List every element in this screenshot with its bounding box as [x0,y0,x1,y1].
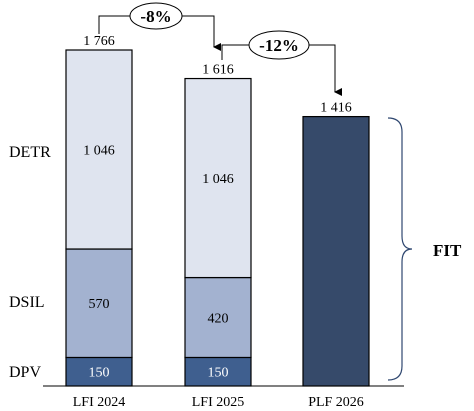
segment-value-dsil-1: 570 [89,297,110,312]
category-label-2: LFI 2025 [192,395,245,410]
bar-segment-fit-3 [302,115,370,387]
change-ellipse-1 [129,2,183,30]
segment-value-detr-2: 1 046 [202,172,234,187]
bar-total-2: 1 616 [202,63,234,78]
fit-brace [387,117,413,381]
change-label-1: -8% [140,7,171,26]
series-label-detr: DETR [9,144,51,161]
bar-segment-detr-2 [184,77,252,279]
bars-group: 150 570 1 046 1 766 LFI 2024 150 420 1 046 1 616… [65,34,370,410]
category-label-3: PLF 2026 [308,395,364,410]
series-label-dsil: DSIL [9,294,45,311]
series-label-dpv: DPV [9,364,41,381]
category-label-1: LFI 2024 [73,395,126,410]
segment-value-detr-1: 1 046 [83,144,115,159]
bar-segment-dpv-2 [184,356,252,387]
segment-value-dsil-2: 420 [208,312,229,327]
segment-value-dpv-2: 150 [208,366,229,381]
bar-segment-dsil-1 [65,248,133,359]
fit-label: FIT [433,241,462,260]
bar-segment-dpv-1 [65,356,133,387]
bar-segment-dsil-2 [184,276,252,359]
segment-value-dpv-1: 150 [89,366,110,381]
change-ellipse-2 [248,30,310,60]
bar-total-1: 1 766 [83,34,115,49]
change-label-2: -12% [259,36,299,55]
bar-total-3: 1 416 [320,101,352,116]
change-annotation-1: -8% [98,2,221,51]
change-annotation-2: -12% [221,30,342,96]
bar-segment-detr-1 [65,49,133,250]
